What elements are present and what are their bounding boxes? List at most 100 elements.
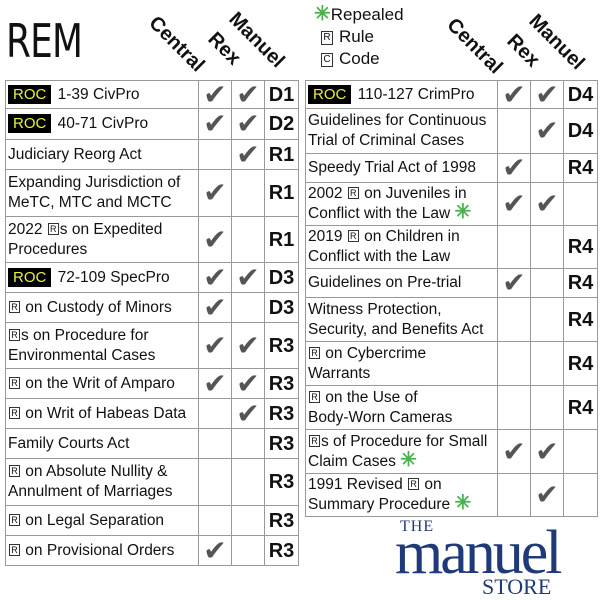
rex-cell: ✔ — [231, 398, 265, 429]
rule-symbol-icon: R — [321, 31, 333, 45]
checkmark-icon: ✔ — [236, 367, 260, 399]
checkmark-icon: ✔ — [203, 534, 227, 566]
table-row: ROC 110-127 CrimPro ✔ ✔ D4 — [305, 78, 598, 110]
central-cell: ✔ — [198, 291, 232, 323]
rex-cell: ✔ — [231, 261, 265, 293]
checkmark-icon: ✔ — [203, 108, 227, 139]
central-cell — [198, 428, 232, 459]
table-row: ROC 40-71 CivPro ✔ ✔ D2 — [5, 108, 299, 140]
rule-symbol-icon: R — [47, 222, 59, 235]
central-cell: ✔ — [198, 108, 232, 140]
rex-cell: ✔ — [231, 367, 265, 399]
title-text: on Cybercrime Warrants — [308, 344, 427, 382]
checkmark-icon: ✔ — [203, 291, 227, 323]
table-row: Guidelines on Pre-trial ✔ R4 — [305, 268, 598, 298]
central-cell: ✔ — [497, 182, 531, 226]
row-title: Witness Protection, Security, and Benefi… — [305, 297, 498, 342]
repealed-star-icon: ✳ — [454, 201, 472, 223]
rex-cell: ✔ — [530, 108, 564, 154]
manuel-code: R1 — [264, 216, 299, 263]
manuel-code: R4 — [563, 225, 598, 269]
title-text: on Legal Separation — [21, 511, 165, 529]
repealed-star-icon: ✳ — [314, 3, 331, 25]
title-text: on the Writ of Amparo — [21, 374, 175, 392]
manuel-code: R1 — [264, 139, 299, 170]
checkmark-icon: ✔ — [502, 435, 526, 467]
central-cell: ✔ — [198, 78, 232, 110]
rule-symbol-icon: R — [309, 390, 320, 403]
checkmark-icon: ✔ — [502, 78, 526, 110]
central-cell — [497, 108, 531, 154]
rex-cell: ✔ — [231, 80, 265, 109]
repealed-star-icon: ✳ — [454, 492, 472, 514]
table-row: R on Provisional Orders ✔ R3 — [5, 534, 299, 566]
title-text: s on Expedited Procedures — [8, 220, 163, 258]
title-text: 40-71 CivPro — [53, 115, 149, 132]
central-cell: ✔ — [497, 268, 531, 298]
checkmark-icon: ✔ — [535, 115, 559, 146]
title-text: Witness Protection, Security, and Benefi… — [308, 300, 484, 338]
row-title: 2019 R on Children in Conflict with the … — [305, 225, 498, 269]
manuel-code: D1 — [264, 80, 299, 109]
row-title: R on Writ of Habeas Data — [5, 398, 199, 429]
checkmark-icon: ✔ — [203, 78, 227, 110]
rex-cell — [530, 153, 564, 183]
checkmark-icon: ✔ — [203, 223, 227, 255]
manuel-code: R4 — [563, 153, 598, 183]
manuel-code: D3 — [264, 292, 299, 323]
central-cell: ✔ — [198, 169, 232, 217]
page-title: REM — [6, 14, 83, 68]
rule-symbol-icon: R — [9, 465, 20, 477]
manuel-code: R1 — [264, 169, 299, 217]
title-text: Expanding Jurisdiction of MeTC, MTC and … — [8, 174, 181, 211]
rex-cell — [530, 268, 564, 298]
manuel-code: D4 — [563, 80, 598, 109]
title-text: Judiciary Reorg Act — [8, 145, 142, 163]
central-cell: ✔ — [198, 322, 232, 369]
title-text: 1-39 CivPro — [53, 85, 140, 103]
rex-cell — [231, 169, 265, 217]
rex-cell — [231, 428, 265, 459]
checkmark-icon: ✔ — [203, 329, 227, 361]
title-text: on Provisional Orders — [21, 541, 175, 559]
rex-cell — [530, 385, 564, 430]
manuel-code: R3 — [264, 322, 299, 369]
checkmark-icon: ✔ — [535, 435, 559, 467]
central-cell — [497, 225, 531, 269]
title-text: on Absolute Nullity & Annulment of Marri… — [8, 463, 173, 500]
roc-badge: ROC — [8, 267, 52, 287]
rex-cell — [231, 458, 265, 506]
checkmark-icon: ✔ — [535, 479, 559, 510]
manuel-code: R3 — [264, 368, 299, 399]
rex-cell — [231, 535, 265, 566]
row-title: Speedy Trial Act of 1998 — [305, 153, 498, 183]
checkmark-icon: ✔ — [535, 78, 559, 110]
central-cell — [497, 297, 531, 342]
central-cell — [198, 398, 232, 429]
title-text: Guidelines on Pre-trial — [308, 274, 462, 291]
manuel-code: R4 — [563, 341, 598, 386]
central-cell — [497, 473, 531, 517]
checkmark-icon: ✔ — [236, 261, 260, 293]
table-row: R on the Writ of Amparo ✔ ✔ R3 — [5, 367, 299, 399]
manuel-code: D2 — [264, 108, 299, 140]
central-cell: ✔ — [198, 368, 232, 399]
rule-symbol-icon: R — [9, 543, 20, 556]
rex-cell: ✔ — [530, 473, 564, 517]
row-title: ROC 110-127 CrimPro — [305, 80, 498, 109]
roc-badge: ROC — [8, 114, 52, 133]
title-prefix: 2019 — [308, 228, 347, 245]
rule-symbol-icon: R — [9, 406, 20, 419]
row-title: R on Cybercrime Warrants — [305, 341, 498, 386]
title-text: Speedy Trial Act of 1998 — [308, 159, 477, 176]
table-row: ROC 1-39 CivPro ✔ ✔ D1 — [5, 78, 299, 110]
title-text: Guidelines for Continuous Trial of Crimi… — [308, 112, 487, 149]
rex-cell — [530, 341, 564, 386]
checkmark-icon: ✔ — [502, 188, 526, 219]
rex-cell — [231, 216, 265, 263]
